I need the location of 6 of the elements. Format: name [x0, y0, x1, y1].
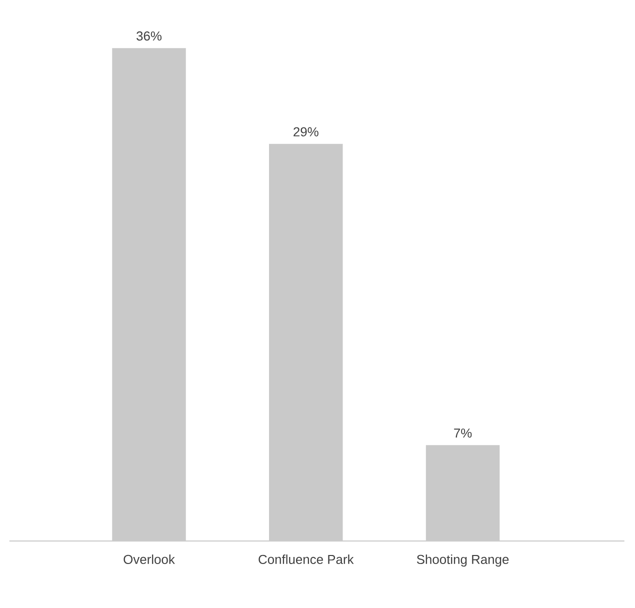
data-label: 36%: [136, 31, 162, 41]
x-tick-label: Overlook: [124, 554, 175, 564]
x-tick-label: Confluence Park: [258, 554, 354, 564]
x-tick-label: Shooting Range: [416, 554, 509, 567]
data-label: 29%: [294, 127, 318, 136]
data-label: 7%: [454, 428, 472, 438]
